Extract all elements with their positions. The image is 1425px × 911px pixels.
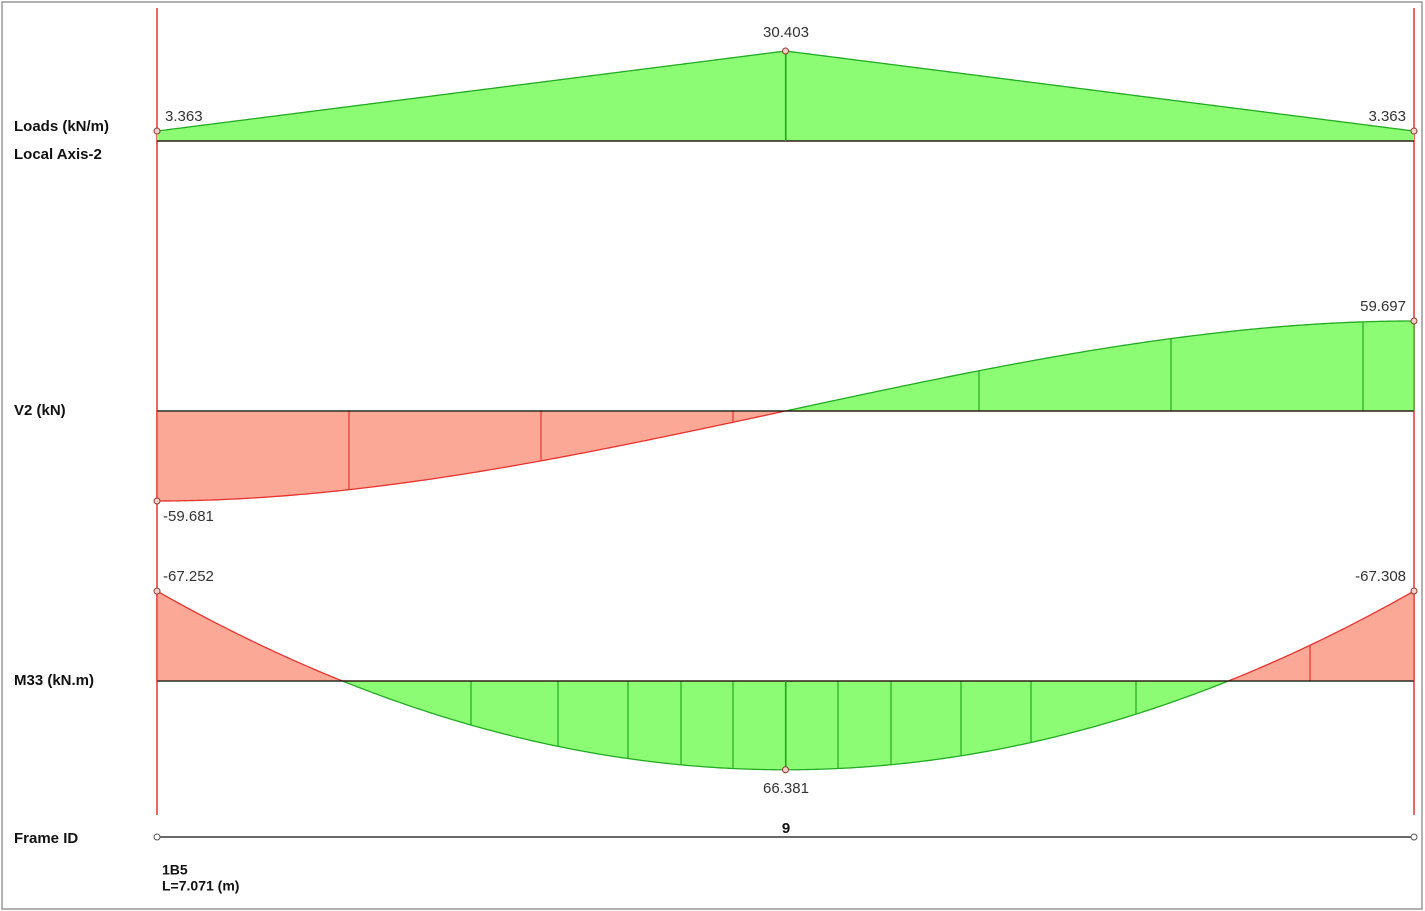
frame-length: L=7.071 (m): [162, 878, 239, 894]
value-point: [782, 766, 789, 774]
frame-name: 1B5: [162, 862, 188, 878]
value-label: -59.681: [163, 508, 214, 525]
value-point: [1410, 587, 1418, 595]
diagram-fill: [157, 411, 1414, 501]
panel-label: Frame ID: [14, 830, 78, 847]
value-label: 59.697: [1360, 298, 1406, 315]
panel-label: Loads (kN/m): [14, 118, 109, 135]
node: [153, 833, 161, 841]
value-point: [782, 47, 789, 55]
frame-id: 9: [782, 820, 790, 837]
node: [1410, 833, 1418, 841]
value-label: -67.308: [1355, 568, 1406, 585]
panel-label: M33 (kN.m): [14, 672, 94, 689]
value-point: [153, 127, 161, 135]
value-point: [1410, 127, 1418, 135]
value-label: 30.403: [763, 24, 809, 41]
value-label: -67.252: [163, 568, 214, 585]
value-point: [153, 497, 161, 505]
value-label: 3.363: [165, 108, 203, 125]
diagram-fill: [157, 591, 1414, 681]
panel-label: V2 (kN): [14, 402, 66, 419]
value-point: [1410, 317, 1418, 325]
value-point: [153, 587, 161, 595]
value-label: 66.381: [763, 780, 809, 797]
axis-label: Local Axis-2: [14, 146, 102, 163]
value-label: 3.363: [1368, 108, 1406, 125]
diagram-fill: [157, 321, 1414, 411]
